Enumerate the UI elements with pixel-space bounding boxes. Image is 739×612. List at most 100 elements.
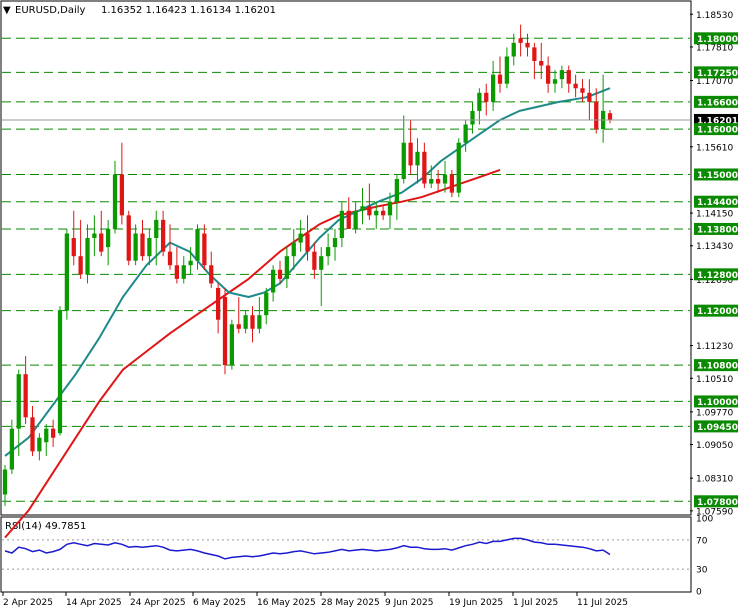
bear-candle — [518, 38, 523, 43]
bear-candle — [367, 206, 372, 216]
x-tick-label: 14 Apr 2025 — [66, 598, 122, 608]
bull-candle — [298, 233, 303, 243]
bear-candle — [422, 151, 427, 184]
bull-candle — [9, 428, 15, 470]
x-tick-label: 16 May 2025 — [257, 598, 316, 608]
bull-candle — [188, 260, 193, 266]
level-label-text: 1.16600 — [697, 98, 738, 108]
level-label-badge — [694, 495, 738, 508]
rsi-header-label: RSI(14) 49.7851 — [5, 521, 86, 532]
bear-candle — [78, 256, 83, 275]
bear-candle — [525, 42, 530, 48]
main-plot-frame — [0, 0, 692, 516]
bear-candle — [573, 83, 578, 89]
bull-candle — [37, 437, 42, 452]
bear-candle — [50, 428, 56, 438]
level-label-badge — [694, 66, 738, 79]
bull-candle — [511, 42, 516, 57]
y-tick-label: 1.18530 — [696, 11, 733, 21]
bear-candle — [202, 233, 207, 266]
bull-candle — [442, 174, 448, 184]
bull-candle — [463, 124, 468, 143]
bull-candle — [456, 142, 461, 193]
rsi-line — [4, 537, 611, 560]
x-tick-label: 1 Jul 2025 — [513, 598, 558, 608]
level-label-text: 1.09450 — [697, 423, 738, 433]
bear-candle — [408, 142, 413, 166]
bull-candle — [44, 428, 49, 443]
bull-candle — [339, 210, 345, 239]
bear-candle — [222, 297, 228, 366]
chart-symbol-label: EURUSD,Daily — [15, 5, 86, 16]
y-tick-label: 1.13430 — [696, 242, 733, 252]
level-label-text: 1.12000 — [697, 307, 738, 317]
bear-candle — [277, 269, 283, 279]
candles — [2, 24, 613, 506]
bear-candle — [174, 265, 180, 279]
bear-candle — [539, 61, 544, 66]
level-label-text: 1.13800 — [697, 225, 738, 235]
chart-ohlc-readout: 1.16352 1.16423 1.16134 1.16201 — [101, 5, 276, 16]
bear-candle — [250, 315, 255, 329]
bull-candle — [559, 70, 565, 80]
y-tick-label: 1.12690 — [696, 276, 733, 286]
bull-candle — [394, 179, 400, 202]
bear-candle — [215, 287, 221, 320]
bear-candle — [160, 219, 166, 252]
bull-candle — [147, 238, 152, 257]
bear-candle — [119, 174, 125, 216]
bull-candle — [2, 469, 8, 495]
bull-candle — [57, 310, 63, 434]
bull-candle — [64, 233, 70, 311]
x-tick-label: 6 May 2025 — [193, 598, 246, 608]
bear-candle — [566, 70, 571, 84]
bear-candle — [580, 88, 585, 93]
bear-candle — [484, 92, 489, 102]
bull-candle — [195, 228, 200, 261]
level-label-badge — [694, 359, 738, 372]
level-label-text: 1.12800 — [697, 271, 738, 281]
bear-candle — [167, 251, 173, 266]
level-label-badge — [694, 222, 738, 235]
bear-candle — [312, 251, 317, 270]
bear-candle — [346, 210, 351, 229]
bull-candle — [284, 256, 290, 279]
y-tick-label: 1.15610 — [696, 143, 733, 153]
bull-candle — [332, 238, 338, 248]
rsi-tick-label: 100 — [696, 515, 713, 525]
current-price-badge — [694, 113, 738, 126]
bear-candle — [449, 174, 455, 193]
bull-candle — [387, 201, 393, 216]
x-tick-label: 2 Apr 2025 — [3, 598, 53, 608]
level-label-text: 1.07800 — [697, 498, 738, 508]
x-tick-label: 28 May 2025 — [321, 598, 380, 608]
rsi-panel: 100 70 30 0 — [2, 515, 713, 598]
rsi-tick-label: 70 — [696, 536, 708, 546]
bear-candle — [497, 74, 503, 84]
current-price-label: 1.16201 — [697, 116, 738, 126]
level-label-badge — [694, 32, 738, 45]
bear-candle — [209, 265, 214, 284]
bear-candle — [140, 233, 145, 257]
bull-candle — [374, 210, 379, 216]
bull-candle — [429, 179, 434, 184]
bear-candle — [545, 65, 551, 84]
moving-averages — [4, 87, 611, 539]
level-label-text: 1.17250 — [697, 69, 738, 79]
level-label-text: 1.18000 — [697, 35, 738, 45]
price-axis: 1.18530 1.17810 1.17070 1.15610 1.14150 1.134… — [2, 11, 738, 517]
bull-candle — [490, 74, 496, 102]
bull-candle — [353, 210, 358, 229]
y-tick-label: 1.17810 — [696, 43, 733, 53]
dropdown-triangle-icon[interactable]: ▼ — [3, 5, 11, 16]
bull-candle — [270, 269, 276, 293]
bull-candle — [325, 247, 331, 257]
bull-candle — [415, 151, 420, 166]
y-tick-label: 1.14150 — [696, 210, 733, 220]
bull-candle — [105, 228, 111, 248]
rsi-plot-frame — [0, 516, 692, 593]
y-tick-label: 1.07590 — [696, 507, 733, 517]
bear-candle — [305, 233, 310, 252]
slow-moving-average-line — [4, 168, 501, 539]
bull-candle — [243, 315, 248, 329]
